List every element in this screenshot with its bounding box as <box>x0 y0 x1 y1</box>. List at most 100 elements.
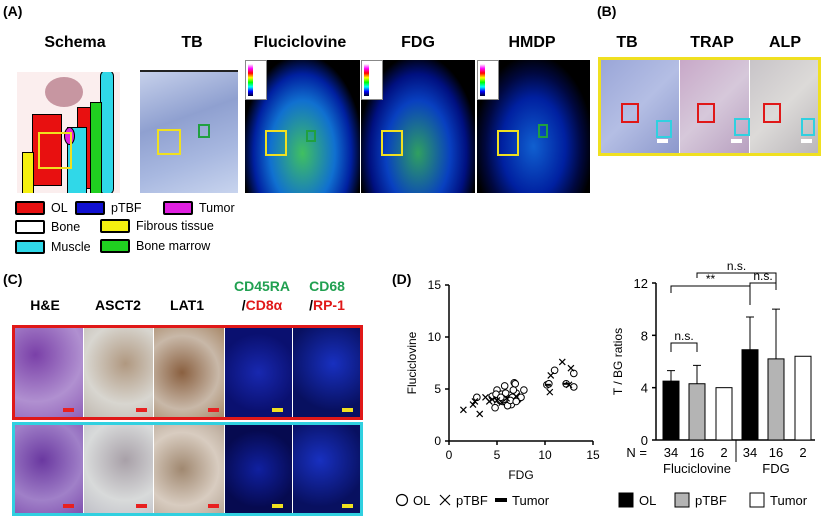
label-cd45ra: CD45RA <box>233 278 290 294</box>
swatch <box>15 201 45 215</box>
significance-bracket <box>696 272 777 283</box>
bar-chart: 0 4 8 12 T / BG ratios 34 34 16 16 2 2 N = Fluciclo… <box>611 259 815 508</box>
title-fluciclovine: Fluciclovine <box>253 34 347 51</box>
point-ptbf <box>488 395 496 403</box>
title-he: H&E <box>30 297 60 313</box>
swatch <box>163 201 193 215</box>
legend-label: Bone <box>51 220 81 234</box>
point-ol <box>491 403 499 412</box>
x-tick-label: 15 <box>586 448 600 462</box>
point-ptbf <box>476 410 484 418</box>
n-label: 2 <box>799 445 806 460</box>
panel-c-row-ol <box>12 325 363 420</box>
significance-label: ** <box>706 272 716 286</box>
significance-label: n.s. <box>727 259 746 273</box>
n-label: 16 <box>690 445 704 460</box>
y-tick-label: 12 <box>634 276 648 291</box>
y-tick-label: 4 <box>641 381 648 396</box>
slash: / <box>241 297 246 313</box>
bar-fdg-ol <box>741 349 759 441</box>
colorbar <box>245 60 267 100</box>
schema-image <box>17 72 120 193</box>
title-hmdp: HMDP <box>508 34 556 51</box>
point-ol <box>512 397 521 406</box>
fdg-image <box>361 60 475 193</box>
label-cd8a: CD8α <box>245 297 283 313</box>
significance-label: n.s. <box>674 329 693 343</box>
bar-fluciclovine-ol <box>662 380 680 441</box>
panel-c-label: (C) <box>3 271 23 287</box>
legend-label-ol: OL <box>639 493 656 508</box>
legend-ol: OL <box>15 201 68 215</box>
legend-ptbf: pTBF <box>75 201 142 215</box>
legend-marker-ol <box>395 493 409 507</box>
legend-label-ptbf: pTBF <box>695 493 727 508</box>
legend-muscle: Muscle <box>15 240 91 254</box>
point-ol <box>570 369 578 378</box>
bar-fluciclovine-tumor <box>715 387 733 441</box>
point-ol <box>520 386 528 394</box>
colorbar <box>477 60 499 100</box>
title-asct2: ASCT2 <box>95 297 141 313</box>
legend-tumor: Tumor <box>163 201 235 215</box>
y-tick-label: 0 <box>641 433 648 448</box>
error-bar <box>693 364 701 384</box>
title-b-tb: TB <box>616 34 638 51</box>
panel-b-images <box>598 57 821 156</box>
x-tick-label: 0 <box>446 448 453 462</box>
significance-bracket <box>670 285 751 305</box>
legend-marker-ptbf <box>439 494 451 506</box>
point-ol <box>550 366 559 375</box>
point-tumor <box>544 383 551 386</box>
label-cd68: CD68 <box>309 278 345 294</box>
point-ptbf <box>471 398 479 405</box>
point-ptbf <box>567 364 575 372</box>
legend-label: Muscle <box>51 240 91 254</box>
y-axis-label: Fluciclovine <box>405 331 419 394</box>
y-axis-label: T / BG ratios <box>611 328 625 395</box>
y-tick-label: 10 <box>428 330 442 344</box>
swatch <box>15 220 45 234</box>
y-tick-label: 8 <box>641 328 648 343</box>
title-lat1: LAT1 <box>170 297 204 313</box>
legend-bone: Bone <box>15 220 80 234</box>
x-tick-label: 5 <box>494 448 501 462</box>
point-ol <box>545 380 553 388</box>
n-label: 16 <box>769 445 783 460</box>
legend-label: OL <box>51 201 68 215</box>
point-ptbf <box>558 358 566 366</box>
x-axis-label: FDG <box>508 468 533 482</box>
panel-b-label: (B) <box>597 3 617 19</box>
y-tick-label: 5 <box>434 382 441 396</box>
point-ptbf <box>547 372 555 379</box>
panel-d-label: (D) <box>392 271 412 287</box>
title-b-alp: ALP <box>769 34 801 51</box>
swatch <box>100 219 130 233</box>
title-cd68-rp1: CD68 /RP-1 <box>292 277 362 315</box>
group-label-fluciclovine: Fluciclovine <box>663 461 731 476</box>
fluciclovine-image <box>245 60 360 193</box>
legend-label-ptbf: pTBF <box>456 493 488 508</box>
legend-swatch-tumor <box>749 492 765 508</box>
panel-a-label: (A) <box>3 3 23 19</box>
legend-label-tumor: Tumor <box>770 493 808 508</box>
bar-fdg-tumor <box>794 355 812 441</box>
point-ol <box>509 386 518 394</box>
tb-image <box>140 70 238 193</box>
legend-bone-marrow: Bone marrow <box>100 239 210 253</box>
bar-fluciclovine-ptbf <box>688 383 706 441</box>
panel-c-row-ptbf <box>12 422 363 516</box>
legend-label: pTBF <box>111 201 142 215</box>
title-schema: Schema <box>44 34 106 51</box>
legend-label: Tumor <box>199 201 235 215</box>
significance-label: n.s. <box>753 269 772 283</box>
legend-label: Fibrous tissue <box>136 219 214 233</box>
point-ptbf <box>512 392 520 400</box>
legend-fibrous: Fibrous tissue <box>100 219 214 233</box>
group-label-fdg: FDG <box>762 461 789 476</box>
label-rp1: RP-1 <box>312 297 345 313</box>
legend-label: Bone marrow <box>136 239 211 253</box>
y-tick-label: 0 <box>434 434 441 448</box>
n-label: 34 <box>664 445 678 460</box>
